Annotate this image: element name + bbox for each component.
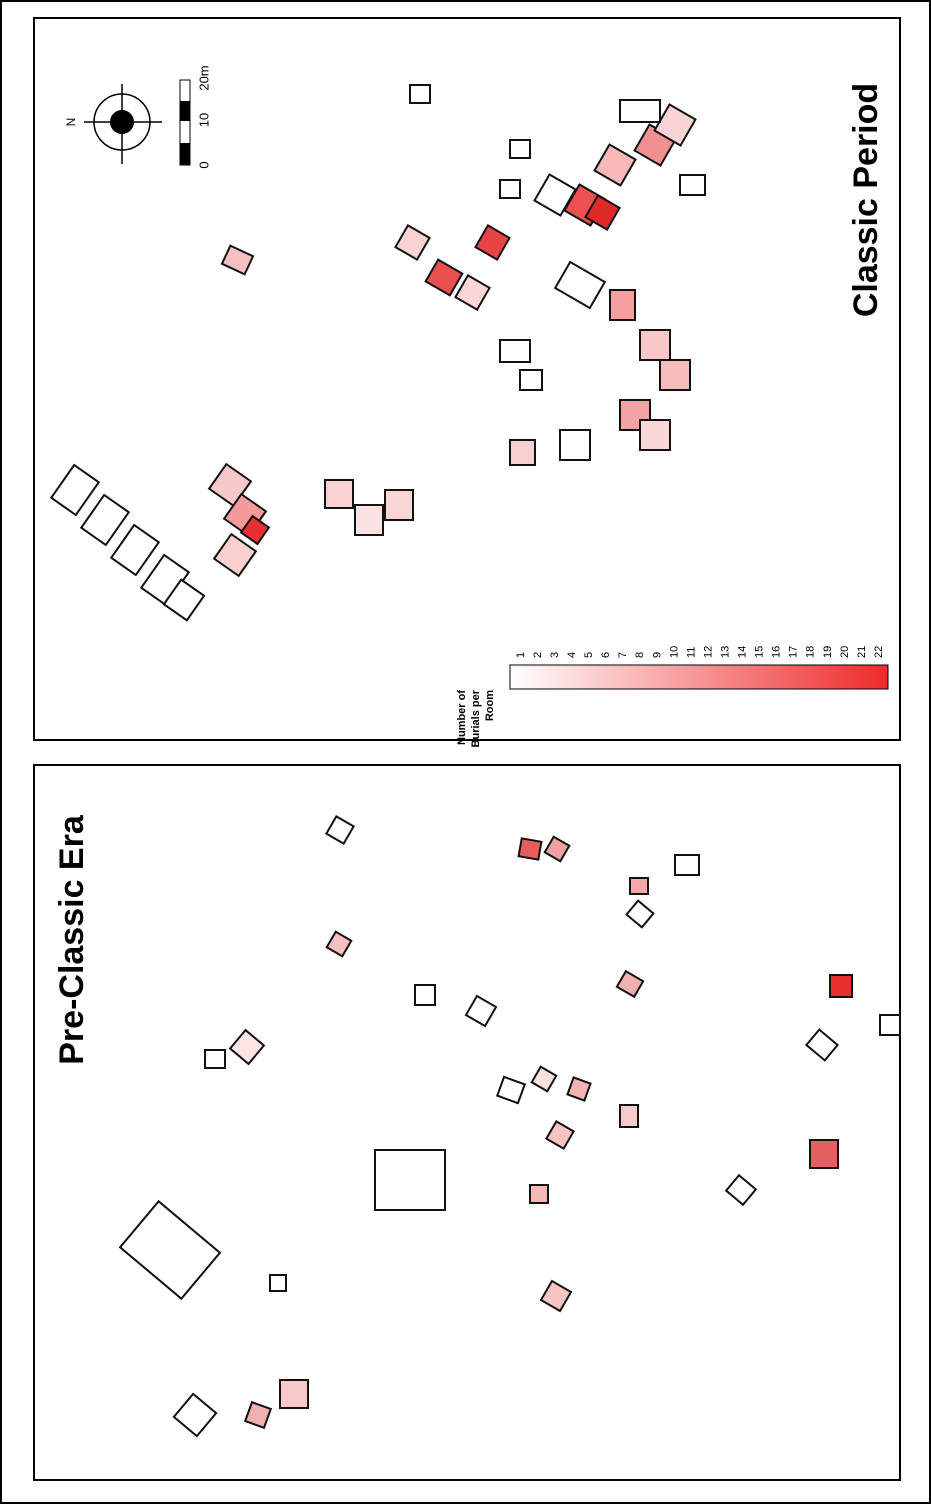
legend-label: 14 — [737, 646, 749, 658]
room — [640, 420, 670, 450]
room — [660, 360, 690, 390]
legend-label: 10 — [668, 646, 680, 658]
preclassic-panel — [34, 765, 900, 1480]
classic-panel — [34, 18, 900, 740]
room — [630, 878, 648, 894]
room — [410, 85, 430, 103]
legend-label: 9 — [651, 652, 663, 658]
room — [620, 100, 660, 122]
legend-label: 5 — [583, 652, 595, 658]
legend-label: 13 — [719, 646, 731, 658]
room — [415, 985, 435, 1005]
legend-label: 17 — [788, 646, 800, 658]
legend-label: 22 — [873, 646, 885, 658]
room — [880, 1015, 900, 1035]
room — [830, 975, 852, 997]
room — [675, 855, 699, 875]
legend-label: 1 — [515, 652, 527, 658]
room — [520, 370, 542, 390]
room — [355, 505, 383, 535]
figure: Classic Period Pre-Classic Era N 0 10 20m N… — [0, 0, 931, 1504]
scale-label: 0 — [196, 161, 211, 168]
room — [680, 175, 705, 195]
legend-label: 15 — [754, 646, 766, 658]
legend-label: 6 — [600, 652, 612, 658]
legend-label: 3 — [549, 652, 561, 658]
room — [325, 480, 353, 508]
legend-title: Burials per — [470, 689, 482, 747]
legend-title: Room — [484, 690, 496, 721]
legend-label: 7 — [617, 652, 629, 658]
legend-label: 2 — [532, 652, 544, 658]
room — [280, 1380, 308, 1408]
scale-bar — [180, 80, 190, 165]
legend-label: 18 — [805, 646, 817, 658]
room — [519, 838, 542, 859]
room — [610, 290, 635, 320]
room — [385, 490, 413, 520]
legend-label: 20 — [839, 646, 851, 658]
room — [620, 1105, 638, 1127]
legend-ramp — [510, 665, 888, 689]
legend-label: 12 — [702, 646, 714, 658]
legend-label: 8 — [634, 652, 646, 658]
scale-label: 20m — [196, 65, 211, 90]
legend-label: 4 — [566, 652, 578, 658]
room — [510, 440, 535, 465]
legend-label: 11 — [685, 647, 697, 658]
north-label: N — [64, 118, 78, 127]
legend-title: Number of — [456, 690, 468, 745]
legend-label: 16 — [771, 646, 783, 658]
legend-label: 19 — [822, 646, 834, 658]
room — [560, 430, 590, 460]
room — [510, 140, 530, 158]
panel-title: Pre-Classic Era — [53, 814, 91, 1065]
room — [500, 180, 520, 198]
legend-label: 21 — [856, 646, 868, 658]
room — [375, 1150, 445, 1210]
panel-title: Classic Period — [847, 83, 885, 317]
room — [530, 1185, 548, 1203]
room — [500, 340, 530, 362]
room — [270, 1275, 286, 1291]
room — [810, 1140, 838, 1168]
room — [640, 330, 670, 360]
scale-label: 10 — [196, 113, 211, 127]
room — [205, 1050, 225, 1068]
